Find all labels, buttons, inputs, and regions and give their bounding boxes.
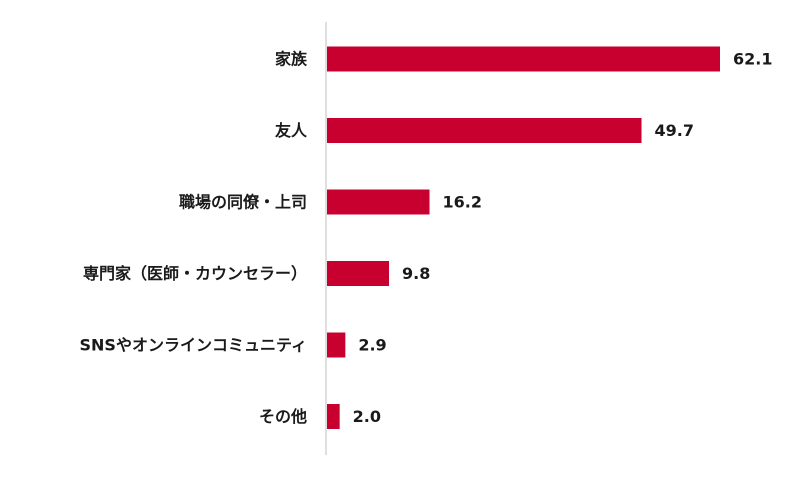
bar-0 xyxy=(327,46,720,72)
value-label-0: 62.1 xyxy=(733,50,772,69)
category-label-3: 専門家（医師・カウンセラー） xyxy=(83,264,307,283)
category-label-0: 家族 xyxy=(275,50,308,69)
category-label-2: 職場の同僚・上司 xyxy=(179,193,307,212)
value-label-2: 16.2 xyxy=(443,193,482,212)
bar-5 xyxy=(327,404,340,429)
category-label-4: SNSやオンラインコミュニティ xyxy=(80,336,307,355)
bar-4 xyxy=(327,332,346,358)
category-label-5: その他 xyxy=(259,407,307,426)
bar-3 xyxy=(327,261,390,286)
bar-2 xyxy=(327,189,430,215)
category-label-1: 友人 xyxy=(275,121,308,140)
value-label-4: 2.9 xyxy=(358,336,386,355)
value-labels: 62.1 49.7 16.2 9.8 2.9 2.0 xyxy=(353,50,773,427)
bars-layer xyxy=(327,46,720,429)
bar-1 xyxy=(327,118,642,143)
value-label-3: 9.8 xyxy=(402,264,430,283)
value-label-5: 2.0 xyxy=(353,407,381,426)
value-label-1: 49.7 xyxy=(655,121,694,140)
